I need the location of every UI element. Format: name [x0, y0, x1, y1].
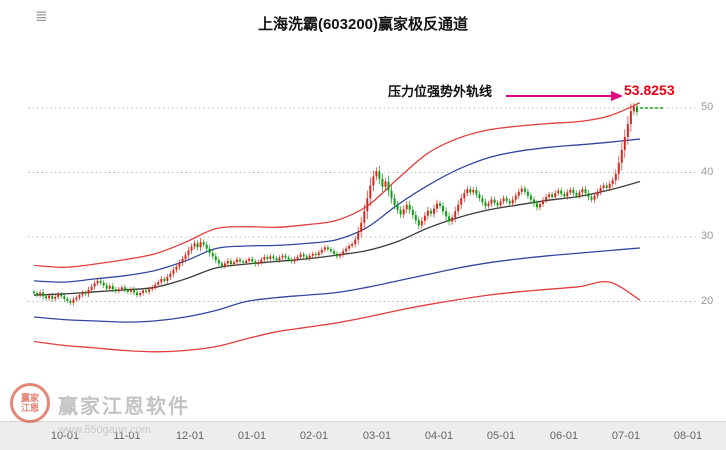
watermark-logo-text: 赢家	[20, 392, 39, 403]
chart-title: 上海洗霸(603200)赢家极反通道	[257, 16, 469, 33]
x-axis-label: 03-01	[362, 430, 392, 442]
x-axis-label: 11-01	[113, 430, 141, 442]
watermark-url: www.550gann.com	[58, 424, 151, 436]
channel-line-upper-inner	[33, 138, 641, 283]
channel-line-lower-inner	[33, 247, 641, 323]
x-axis-label: 02-01	[299, 430, 329, 442]
channel-line-pressure-outer	[33, 102, 641, 268]
x-axis-label: 05-01	[486, 430, 516, 442]
x-axis-label: 04-01	[424, 430, 454, 442]
menu-icon[interactable]: ≣	[35, 8, 48, 25]
x-axis-label: 07-01	[611, 430, 641, 442]
watermark-logo-icon: 赢家 江恩	[10, 383, 50, 423]
x-axis-label: 01-01	[237, 430, 267, 442]
pressure-line-annotation: 压力位强势外轨线	[388, 84, 493, 99]
annotation-arrow	[506, 91, 623, 101]
x-axis-label: 10-01	[50, 430, 80, 442]
x-axis-label: 08-01	[673, 430, 703, 442]
y-axis-tick: 20	[701, 295, 714, 307]
candlesticks	[33, 102, 638, 306]
channel-lines	[33, 102, 641, 353]
pressure-line-value: 53.8253	[624, 82, 675, 98]
watermark-logo-text: 江恩	[20, 403, 39, 413]
channel-line-support-outer	[33, 280, 641, 353]
x-axis-label: 12-01	[175, 430, 205, 442]
y-axis-tick: 30	[701, 230, 714, 242]
y-axis-tick: 40	[701, 166, 714, 178]
x-axis-label: 06-01	[549, 430, 579, 442]
y-axis-tick: 50	[701, 101, 714, 113]
watermark-name: 赢家江恩软件	[58, 396, 190, 418]
x-axis-strip: 10-01 11-01 12-01 01-01 02-01 03-01 04-0…	[0, 421, 726, 450]
gridlines	[28, 107, 696, 302]
